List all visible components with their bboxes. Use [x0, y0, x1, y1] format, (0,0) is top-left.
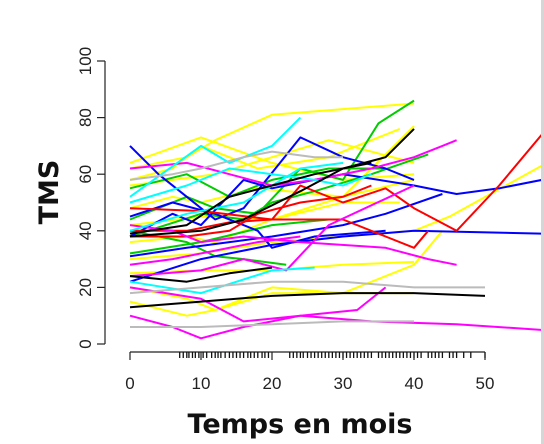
series-line-41: [129, 280, 485, 295]
y-tick-label-40: 40: [76, 221, 95, 240]
series-line-1: [129, 102, 415, 170]
series-line-40: [129, 150, 343, 181]
series-line-32: [129, 266, 315, 295]
series-line-30: [129, 235, 301, 266]
y-tick-label-20: 20: [76, 278, 95, 297]
series-line-19: [129, 193, 443, 258]
y-tick-label-0: 0: [76, 339, 95, 348]
y-tick-label-80: 80: [76, 108, 95, 127]
series-line-17: [129, 136, 415, 221]
series-line-37: [129, 128, 415, 238]
series-line-36: [129, 266, 273, 283]
x-tick-label-10: 10: [192, 374, 211, 393]
x-ticks: 0 10 20 30 40 50: [125, 352, 494, 393]
series-line-27: [129, 286, 387, 323]
x-tick-label-40: 40: [405, 374, 424, 393]
y-axis-title: TMS: [34, 160, 65, 225]
x-tick-label-50: 50: [476, 374, 495, 393]
series-line-31: [129, 116, 302, 198]
series-line-20: [129, 229, 541, 283]
x-axis-title: Temps en mois: [187, 409, 412, 440]
series-line-39: [130, 320, 414, 328]
x-rug: [179, 352, 486, 358]
y-tick-label-60: 60: [76, 165, 95, 184]
series-line-33: [129, 167, 372, 204]
series-line-2: [129, 139, 415, 187]
series-line-34: [129, 161, 344, 232]
x-tick-label-30: 30: [334, 374, 353, 393]
series-line-28: [129, 314, 541, 340]
series-lines: [129, 99, 541, 340]
y-ticks: 0 20 40 60 80 100: [76, 47, 105, 349]
series-line-35: [129, 292, 486, 309]
series-line-15: [129, 218, 329, 255]
right-frame-border: [541, 0, 544, 444]
series-line-8: [129, 230, 444, 317]
series-line-22: [130, 133, 541, 232]
x-tick-label-0: 0: [125, 374, 134, 393]
series-line-21: [129, 201, 386, 249]
series-line-38: [129, 161, 372, 235]
series-line-12: [129, 99, 415, 221]
y-tick-label-100: 100: [76, 47, 95, 75]
series-line-29: [129, 184, 415, 278]
x-tick-label-20: 20: [263, 374, 282, 393]
